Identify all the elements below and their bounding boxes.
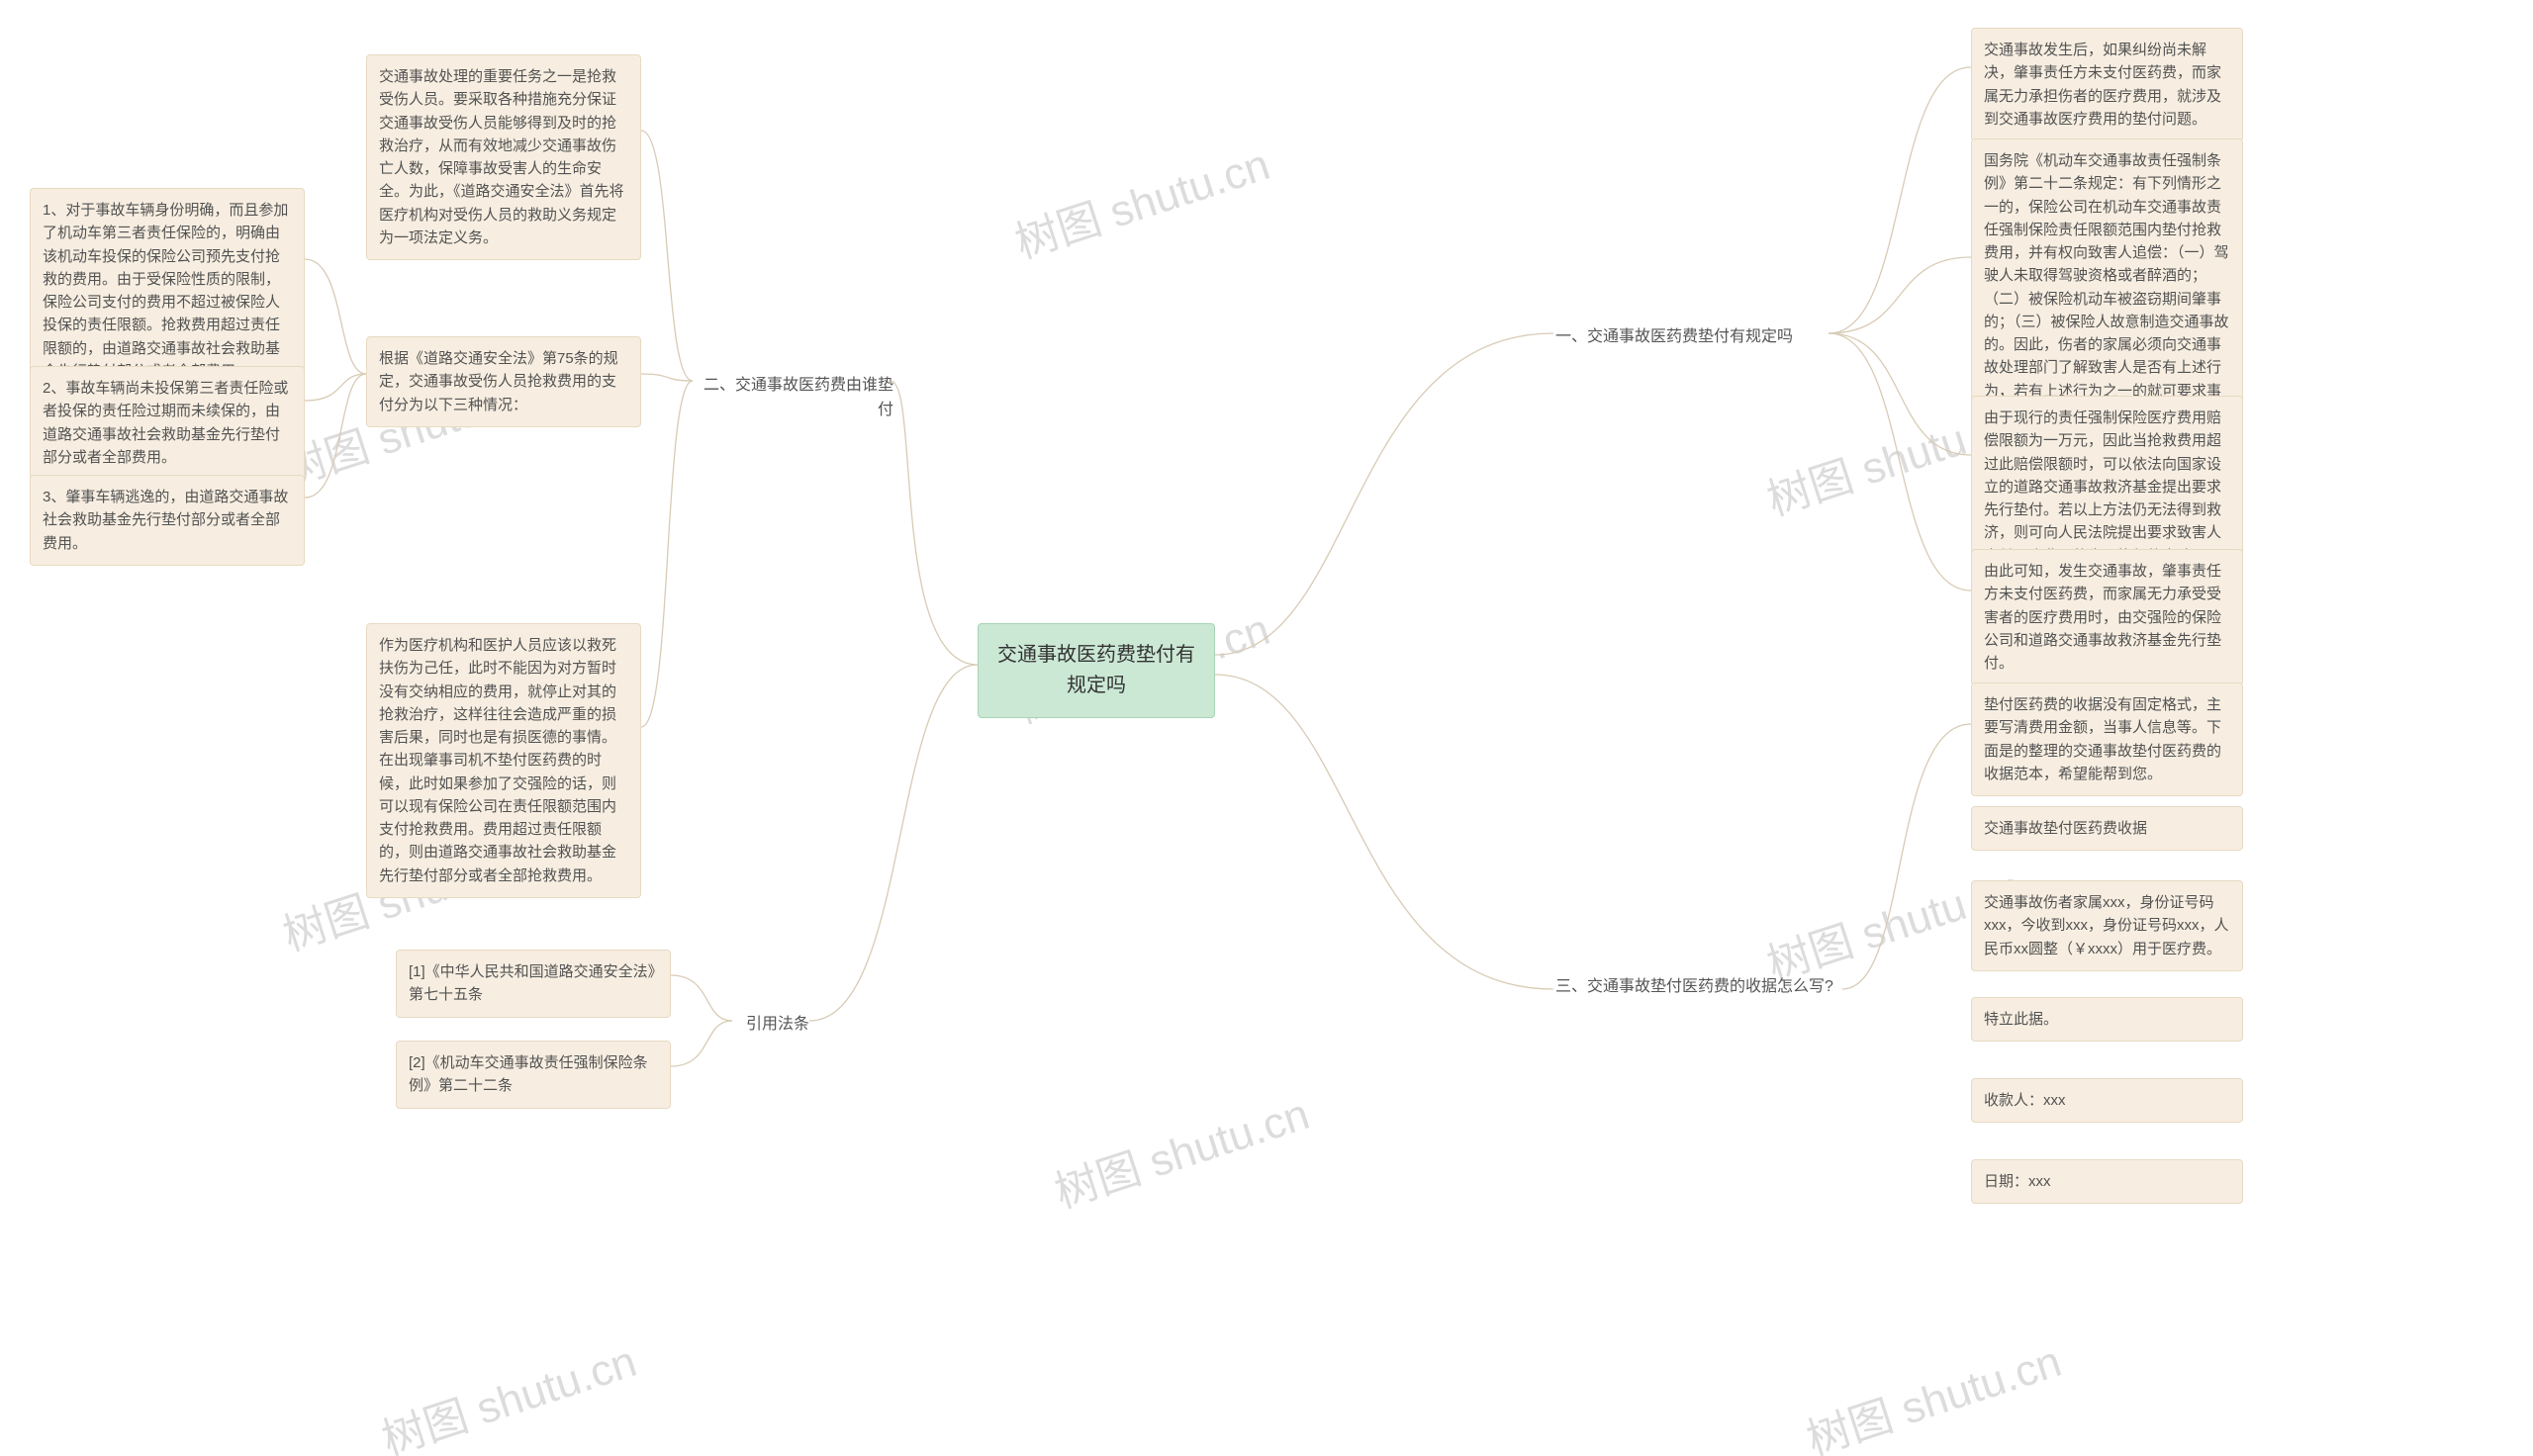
leaf-2-2a[interactable]: 1、对于事故车辆身份明确，而且参加了机动车第三者责任保险的，明确由该机动车投保的… bbox=[30, 188, 305, 394]
watermark: 树图 shutu.cn bbox=[1006, 129, 1276, 270]
topic-one[interactable]: 一、交通事故医药费垫付有规定吗 bbox=[1553, 319, 1830, 356]
leaf-2-2b[interactable]: 2、事故车辆尚未投保第三者责任险或者投保的责任险过期而未续保的，由道路交通事故社… bbox=[30, 366, 305, 480]
topic-two[interactable]: 二、交通事故医药费由谁垫付 bbox=[693, 368, 895, 429]
watermark: 树图 shutu.cn bbox=[373, 1325, 643, 1456]
leaf-1-4[interactable]: 由此可知，发生交通事故，肇事责任方未支付医药费，而家属无力承受受害者的医疗费用时… bbox=[1971, 549, 2243, 685]
leaf-3-6[interactable]: 日期：xxx bbox=[1971, 1159, 2243, 1204]
leaf-2-2c[interactable]: 3、肇事车辆逃逸的，由道路交通事故社会救助基金先行垫付部分或者全部费用。 bbox=[30, 475, 305, 566]
watermark: 树图 shutu.cn bbox=[1046, 1078, 1316, 1220]
leaf-3-4[interactable]: 特立此据。 bbox=[1971, 997, 2243, 1042]
root-node[interactable]: 交通事故医药费垫付有规定吗 bbox=[978, 623, 1215, 718]
leaf-1-2[interactable]: 国务院《机动车交通事故责任强制条例》第二十二条规定：有下列情形之一的，保险公司在… bbox=[1971, 138, 2243, 436]
leaf-c-1[interactable]: [1]《中华人民共和国道路交通安全法》第七十五条 bbox=[396, 950, 671, 1018]
leaf-3-1[interactable]: 垫付医药费的收据没有固定格式，主要写清费用金额，当事人信息等。下面是的整理的交通… bbox=[1971, 682, 2243, 796]
topic-three[interactable]: 三、交通事故垫付医药费的收据怎么写? bbox=[1553, 969, 1845, 1006]
leaf-1-1[interactable]: 交通事故发生后，如果纠纷尚未解决，肇事责任方未支付医药费，而家属无力承担伤者的医… bbox=[1971, 28, 2243, 141]
leaf-3-2[interactable]: 交通事故垫付医药费收据 bbox=[1971, 806, 2243, 851]
leaf-2-3[interactable]: 作为医疗机构和医护人员应该以救死扶伤为己任，此时不能因为对方暂时没有交纳相应的费… bbox=[366, 623, 641, 898]
leaf-2-2[interactable]: 根据《道路交通安全法》第75条的规定，交通事故受伤人员抢救费用的支付分为以下三种… bbox=[366, 336, 641, 427]
watermark: 树图 shutu.cn bbox=[1798, 1325, 2068, 1456]
leaf-2-1[interactable]: 交通事故处理的重要任务之一是抢救受伤人员。要采取各种措施充分保证交通事故受伤人员… bbox=[366, 54, 641, 260]
topic-cite[interactable]: 引用法条 bbox=[732, 1007, 811, 1044]
leaf-c-2[interactable]: [2]《机动车交通事故责任强制保险条例》第二十二条 bbox=[396, 1041, 671, 1109]
leaf-3-3[interactable]: 交通事故伤者家属xxx，身份证号码xxx，今收到xxx，身份证号码xxx，人民币… bbox=[1971, 880, 2243, 971]
leaf-3-5[interactable]: 收款人：xxx bbox=[1971, 1078, 2243, 1123]
